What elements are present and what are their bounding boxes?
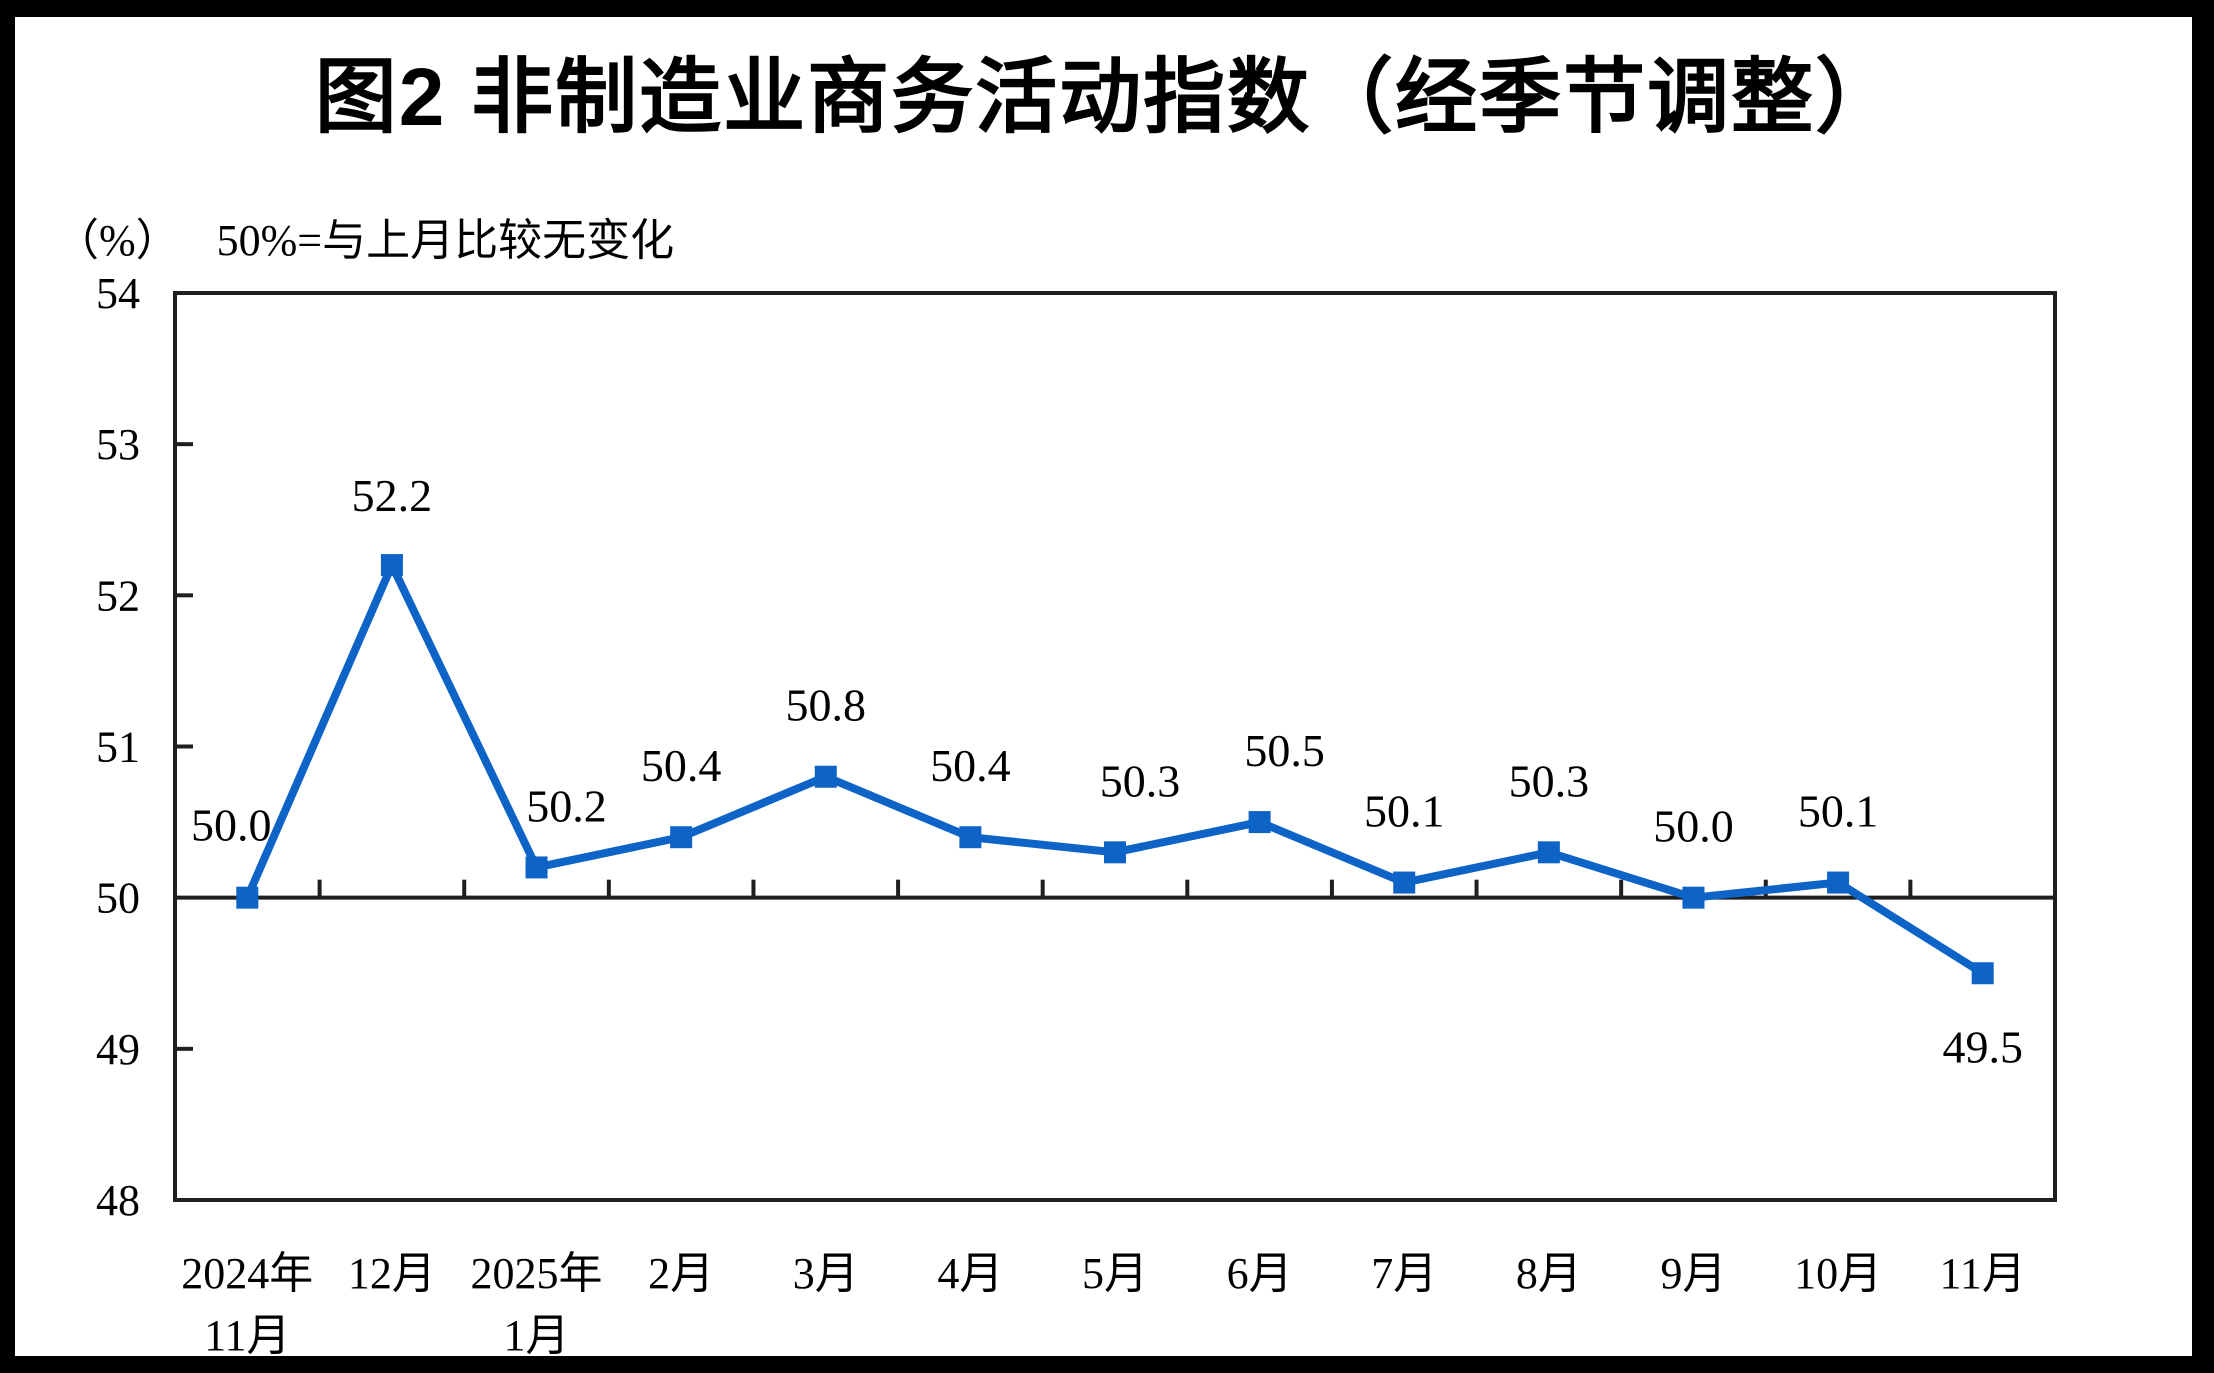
- data-point-label: 50.0: [1653, 801, 1734, 852]
- y-axis-label: 48: [96, 1176, 140, 1225]
- chart-title: 图2 非制造业商务活动指数（经季节调整）: [314, 52, 1900, 143]
- data-point-label: 49.5: [1942, 1021, 2023, 1072]
- x-axis-label: 10月: [1794, 1249, 1882, 1298]
- x-axis-label: 1月: [504, 1311, 570, 1360]
- x-axis-label: 11月: [1940, 1249, 2026, 1298]
- data-point-label: 50.1: [1364, 786, 1445, 837]
- x-axis-label: 12月: [348, 1249, 436, 1298]
- x-axis-label: 3月: [793, 1249, 859, 1298]
- data-point-label: 52.2: [352, 470, 433, 521]
- data-point-marker: [1393, 871, 1416, 894]
- data-point-label: 50.1: [1798, 786, 1879, 837]
- data-point-label: 50.3: [1509, 755, 1590, 806]
- data-point-marker: [1682, 886, 1705, 909]
- y-axis-label: 51: [96, 723, 140, 772]
- data-point-marker: [1537, 841, 1560, 864]
- data-point-label: 50.8: [786, 680, 867, 731]
- x-axis-label: 4月: [937, 1249, 1003, 1298]
- y-axis-label: 54: [96, 269, 140, 318]
- data-point-marker: [380, 554, 403, 577]
- data-point-label: 50.0: [191, 800, 272, 851]
- data-point-label: 50.4: [930, 740, 1011, 791]
- x-axis-label: 8月: [1516, 1249, 1582, 1298]
- data-point-marker: [1248, 811, 1271, 834]
- data-point-marker: [814, 765, 837, 788]
- data-point-marker: [525, 856, 548, 879]
- data-point-marker: [959, 826, 982, 849]
- x-axis-label: 6月: [1227, 1249, 1293, 1298]
- x-axis-label: 5月: [1082, 1249, 1148, 1298]
- x-axis-label: 2025年: [471, 1249, 603, 1298]
- x-axis-label: 2024年: [181, 1249, 313, 1298]
- x-axis-label: 7月: [1371, 1249, 1437, 1298]
- data-point-marker: [1827, 871, 1850, 894]
- data-point-label: 50.3: [1100, 755, 1181, 806]
- x-axis-label: 9月: [1660, 1249, 1726, 1298]
- plot-border: [173, 291, 2057, 1202]
- y-axis-label: 52: [96, 571, 140, 620]
- x-axis-label: 2月: [648, 1249, 714, 1298]
- chart-canvas: [15, 17, 2192, 1356]
- data-point-marker: [1104, 841, 1126, 864]
- data-point-marker: [670, 826, 693, 849]
- data-point-marker: [236, 886, 259, 909]
- y-axis-label: 49: [96, 1025, 140, 1074]
- y-axis-label: 50: [96, 874, 140, 923]
- x-axis-label: 11月: [204, 1311, 290, 1360]
- reference-line-note: 50%=与上月比较无变化: [216, 216, 675, 265]
- axis-note-row: （%） 50%=与上月比较无变化: [55, 204, 674, 268]
- data-point-label: 50.2: [526, 780, 607, 831]
- data-point-marker: [1971, 962, 1994, 985]
- y-axis-label: 53: [96, 420, 140, 469]
- data-point-label: 50.5: [1244, 725, 1325, 776]
- data-point-label: 50.4: [641, 740, 722, 791]
- y-axis-unit-label: （%）: [55, 216, 180, 265]
